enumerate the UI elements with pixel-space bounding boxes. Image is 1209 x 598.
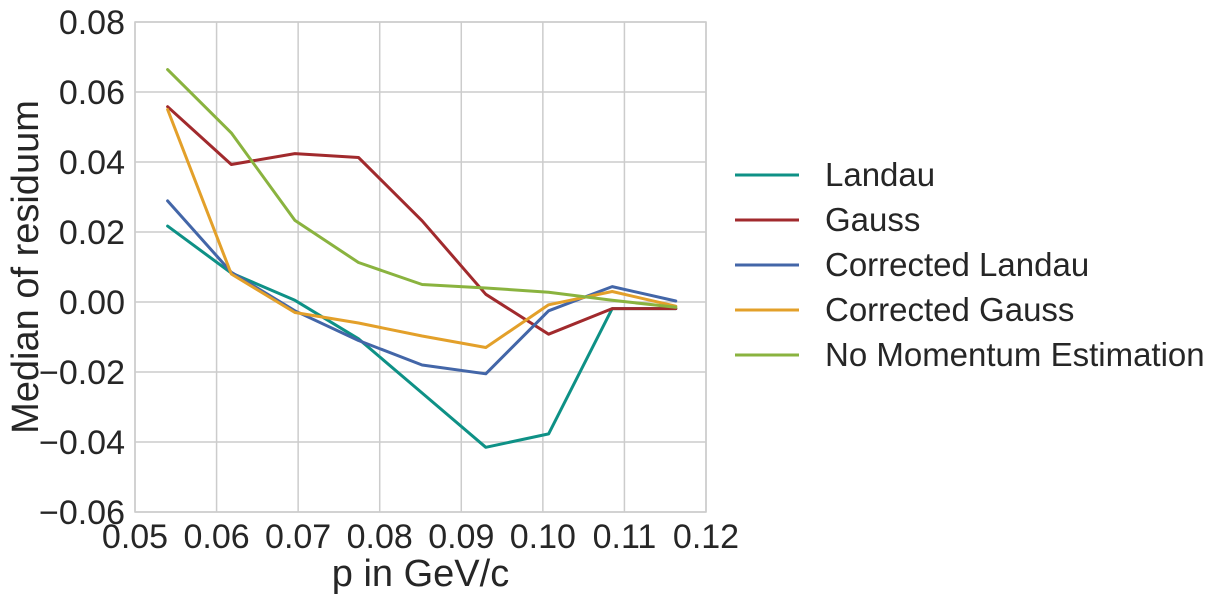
series-line-landau bbox=[166, 224, 678, 449]
x-tick-label: 0.10 bbox=[510, 518, 576, 556]
y-tick-label: 0.00 bbox=[59, 284, 125, 322]
y-tick-label: 0.02 bbox=[59, 214, 125, 252]
legend-label: Landau bbox=[825, 156, 935, 193]
legend-item: Gauss bbox=[735, 201, 920, 238]
y-tick-labels: −0.06 −0.04 −0.02 0.00 0.02 0.04 0.06 0.08 bbox=[39, 4, 125, 532]
y-axis-label: Median of residuum bbox=[5, 100, 47, 434]
y-tick-label: 0.08 bbox=[59, 4, 125, 42]
y-tick-label: 0.06 bbox=[59, 74, 125, 112]
legend-item: No Momentum Estimation bbox=[735, 336, 1205, 373]
y-tick-label: 0.04 bbox=[59, 144, 125, 182]
series-layer bbox=[166, 68, 678, 449]
legend-label: Corrected Landau bbox=[825, 246, 1089, 283]
y-tick-label: −0.04 bbox=[39, 424, 125, 462]
legend-item: Corrected Landau bbox=[735, 246, 1089, 283]
legend-item: Corrected Gauss bbox=[735, 291, 1074, 328]
series-line-corrected-gauss bbox=[166, 108, 678, 349]
x-tick-label: 0.08 bbox=[347, 518, 413, 556]
legend: Landau Gauss Corrected Landau Corrected Gau… bbox=[735, 156, 1205, 373]
legend-label: Corrected Gauss bbox=[825, 291, 1074, 328]
x-tick-labels: 0.05 0.06 0.07 0.08 0.09 0.10 0.11 0.12 bbox=[102, 518, 739, 556]
plot-frame bbox=[134, 21, 707, 513]
x-tick-label: 0.05 bbox=[102, 518, 168, 556]
x-tick-label: 0.11 bbox=[593, 518, 657, 556]
x-tick-label: 0.07 bbox=[265, 518, 331, 556]
y-tick-label: −0.02 bbox=[39, 354, 125, 392]
legend-item: Landau bbox=[735, 156, 935, 193]
series-line-no-momentum-estimation bbox=[166, 68, 678, 309]
legend-label: No Momentum Estimation bbox=[825, 336, 1205, 373]
x-tick-label: 0.09 bbox=[428, 518, 494, 556]
y-tick-label: −0.06 bbox=[39, 494, 125, 532]
x-tick-label: 0.06 bbox=[183, 518, 249, 556]
x-axis-label: p in GeV/c bbox=[332, 553, 509, 595]
x-tick-label: 0.12 bbox=[673, 518, 739, 556]
legend-label: Gauss bbox=[825, 201, 920, 238]
series-line-corrected-landau bbox=[166, 199, 678, 376]
